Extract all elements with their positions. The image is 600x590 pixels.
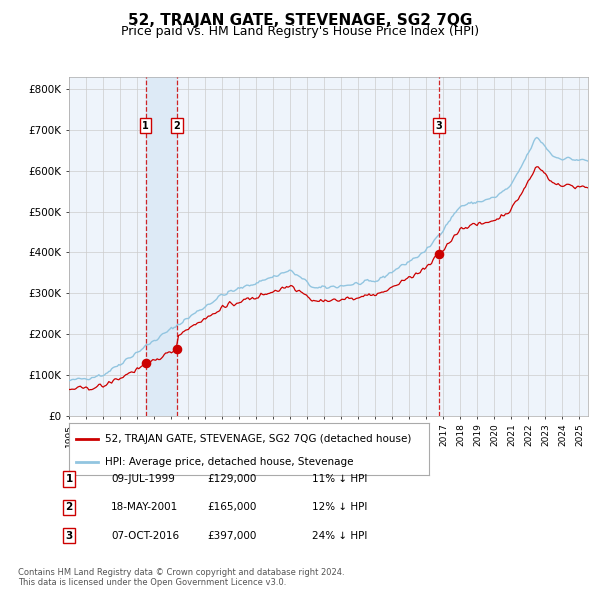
Text: £165,000: £165,000 xyxy=(207,503,256,512)
Text: 2: 2 xyxy=(173,121,180,131)
Text: 11% ↓ HPI: 11% ↓ HPI xyxy=(312,474,367,484)
Text: 1: 1 xyxy=(65,474,73,484)
Text: 3: 3 xyxy=(436,121,442,131)
Text: £129,000: £129,000 xyxy=(207,474,256,484)
Text: 3: 3 xyxy=(65,531,73,540)
Point xyxy=(434,249,444,258)
Text: 2: 2 xyxy=(65,503,73,512)
Text: 1: 1 xyxy=(142,121,149,131)
Text: 07-OCT-2016: 07-OCT-2016 xyxy=(111,531,179,540)
Text: 12% ↓ HPI: 12% ↓ HPI xyxy=(312,503,367,512)
Text: Contains HM Land Registry data © Crown copyright and database right 2024.
This d: Contains HM Land Registry data © Crown c… xyxy=(18,568,344,587)
Text: Price paid vs. HM Land Registry's House Price Index (HPI): Price paid vs. HM Land Registry's House … xyxy=(121,25,479,38)
Text: £397,000: £397,000 xyxy=(207,531,256,540)
Text: 24% ↓ HPI: 24% ↓ HPI xyxy=(312,531,367,540)
Bar xyxy=(146,77,177,416)
Text: 18-MAY-2001: 18-MAY-2001 xyxy=(111,503,178,512)
Text: 52, TRAJAN GATE, STEVENAGE, SG2 7QG: 52, TRAJAN GATE, STEVENAGE, SG2 7QG xyxy=(128,13,472,28)
Text: 09-JUL-1999: 09-JUL-1999 xyxy=(111,474,175,484)
Text: 52, TRAJAN GATE, STEVENAGE, SG2 7QG (detached house): 52, TRAJAN GATE, STEVENAGE, SG2 7QG (det… xyxy=(105,434,412,444)
Text: HPI: Average price, detached house, Stevenage: HPI: Average price, detached house, Stev… xyxy=(105,457,353,467)
Point xyxy=(172,344,182,353)
Point xyxy=(141,359,151,368)
